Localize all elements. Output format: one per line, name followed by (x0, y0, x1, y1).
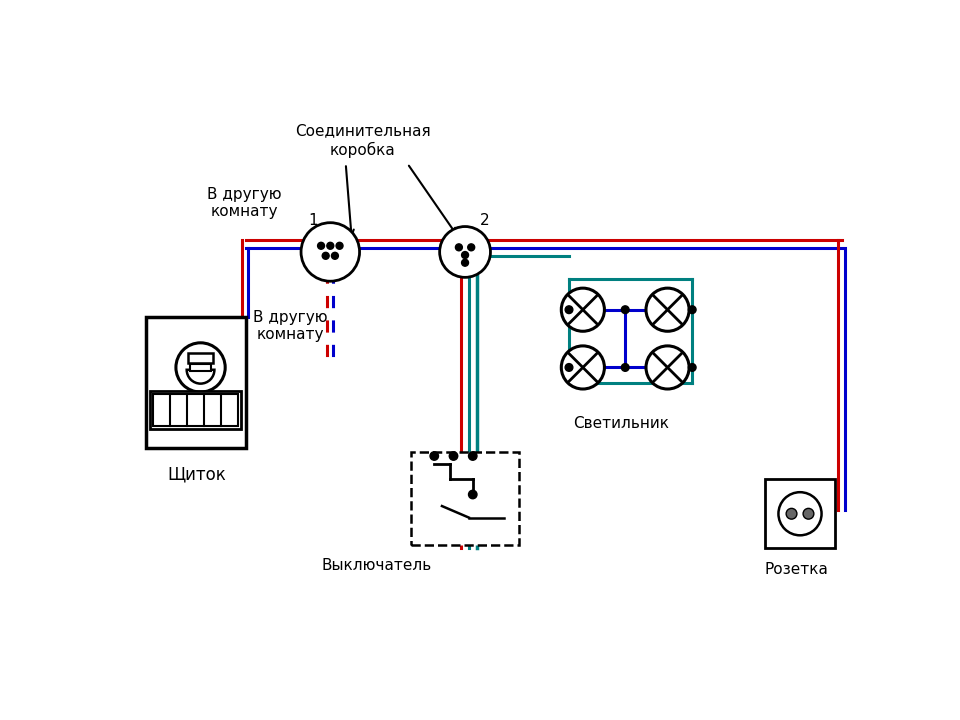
Bar (190, 364, 211, 371)
Text: Соединительная: Соединительная (295, 123, 430, 138)
Circle shape (565, 306, 573, 313)
Circle shape (786, 508, 797, 519)
Circle shape (804, 508, 814, 519)
Bar (188, 353, 213, 363)
Circle shape (688, 364, 696, 372)
Circle shape (318, 243, 324, 249)
Circle shape (565, 364, 573, 372)
Circle shape (621, 306, 629, 313)
Circle shape (646, 288, 689, 331)
Circle shape (688, 306, 696, 313)
Circle shape (562, 346, 605, 389)
Text: коробка: коробка (330, 142, 396, 158)
Text: 2: 2 (480, 213, 490, 228)
Circle shape (462, 251, 468, 258)
Text: Розетка: Розетка (764, 562, 828, 577)
Bar (146, 318, 246, 449)
Bar (154, 394, 238, 426)
Circle shape (468, 244, 474, 251)
Circle shape (440, 227, 491, 277)
Circle shape (468, 451, 477, 460)
Text: В другую
комнату: В другую комнату (253, 310, 327, 342)
Circle shape (468, 490, 477, 499)
Circle shape (176, 343, 226, 392)
Circle shape (336, 243, 343, 249)
Circle shape (323, 252, 329, 259)
Wedge shape (186, 370, 214, 384)
Text: Светильник: Светильник (573, 416, 669, 431)
Bar (765, 479, 834, 549)
Circle shape (326, 243, 334, 249)
Circle shape (462, 259, 468, 266)
Circle shape (455, 244, 463, 251)
Text: Щиток: Щиток (167, 465, 226, 483)
Circle shape (449, 451, 458, 460)
Circle shape (646, 346, 689, 389)
Text: Выключатель: Выключатель (322, 557, 432, 572)
Bar (150, 390, 241, 429)
Circle shape (301, 222, 360, 282)
Bar (411, 452, 519, 544)
Circle shape (621, 364, 629, 372)
Text: 1: 1 (308, 213, 318, 228)
Circle shape (562, 288, 605, 331)
Text: В другую
комнату: В другую комнату (206, 186, 281, 219)
Circle shape (331, 252, 338, 259)
Circle shape (430, 451, 439, 460)
